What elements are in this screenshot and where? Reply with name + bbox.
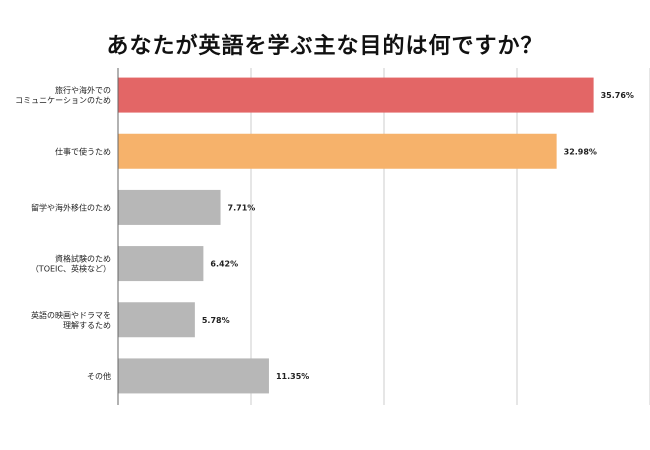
chart-title: あなたが英語を学ぶ主な目的は何ですか？ [106, 34, 544, 59]
bar [118, 189, 221, 225]
value-label: 35.76% [601, 91, 634, 100]
category-label: 英語の映画やドラマを [31, 310, 111, 320]
bar [118, 302, 195, 338]
gridlines [250, 68, 650, 405]
category-label: 理解するため [63, 320, 111, 330]
category-labels: 旅行や海外でのコミュニケーションのため仕事で使うため留学や海外移住のため資格試験… [15, 85, 111, 381]
bar [118, 246, 204, 282]
bar [118, 77, 594, 113]
category-label: （TOEIC、英検など） [31, 264, 111, 274]
category-label: コミュニケーションのため [15, 96, 111, 105]
bar [118, 358, 269, 394]
value-label: 5.78% [202, 316, 230, 325]
category-label: 留学や海外移住のため [31, 202, 111, 212]
category-label: 旅行や海外での [55, 85, 111, 95]
category-label: 仕事で使うため [55, 146, 111, 156]
value-label: 7.71% [228, 203, 256, 212]
category-label: その他 [87, 371, 111, 381]
category-label: 資格試験のため [55, 254, 111, 264]
value-label: 6.42% [210, 260, 238, 269]
value-label: 11.35% [276, 372, 309, 381]
value-labels: 35.76% 32.98% 7.71% 6.42% 5.78% 11.35% [202, 91, 634, 381]
bar [118, 133, 557, 169]
bars [118, 77, 594, 394]
value-label: 32.98% [564, 147, 597, 156]
